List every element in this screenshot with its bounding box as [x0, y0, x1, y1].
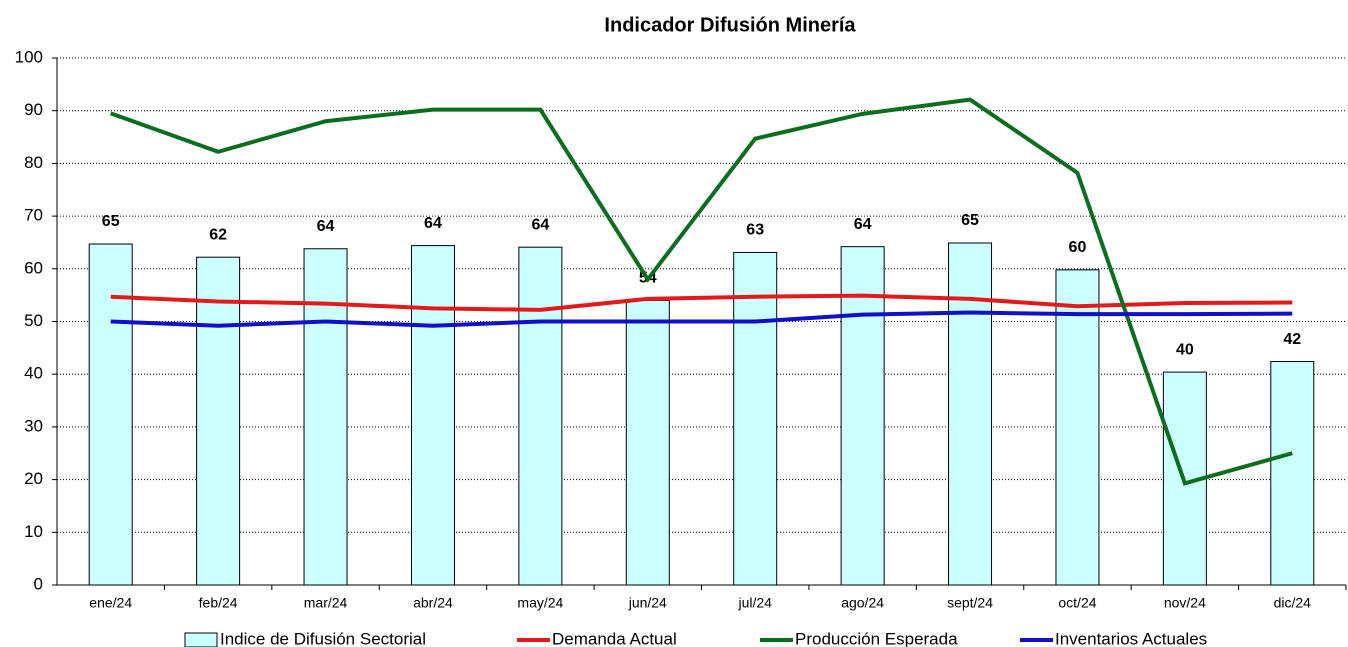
bar [88, 243, 133, 586]
bar [518, 246, 563, 586]
y-tick-label: 50 [24, 311, 43, 330]
value-label: 40 [1176, 341, 1194, 358]
bar [625, 299, 670, 586]
x-tick-label: dic/24 [1274, 595, 1312, 611]
bar [948, 242, 993, 586]
legend-label: Indice de Difusión Sectorial [220, 629, 426, 647]
x-tick-label: mar/24 [304, 595, 348, 611]
legend-label: Demanda Actual [552, 629, 677, 647]
y-tick-label: 80 [24, 153, 43, 172]
y-tick-label: 0 [34, 574, 43, 593]
value-label: 65 [961, 212, 979, 229]
value-label: 64 [424, 215, 442, 232]
value-label: 64 [531, 216, 549, 233]
bar [733, 251, 778, 586]
x-tick-label: nov/24 [1164, 595, 1206, 611]
legend-label: Producción Esperada [795, 629, 958, 647]
bar [840, 246, 885, 586]
value-label: 64 [317, 218, 335, 235]
legend-label: Inventarios Actuales [1055, 629, 1207, 647]
value-label: 64 [854, 216, 872, 233]
y-tick-label: 70 [24, 206, 43, 225]
bar [410, 245, 455, 586]
value-label: 65 [102, 213, 120, 230]
line [110, 310, 1293, 328]
y-tick-label: 10 [24, 522, 43, 541]
value-label: 60 [1069, 239, 1087, 256]
value-label: 42 [1283, 331, 1301, 348]
x-tick-label: ago/24 [841, 595, 884, 611]
y-tick-label: 30 [24, 416, 43, 435]
x-tick-label: oct/24 [1058, 595, 1096, 611]
x-tick-label: jun/24 [628, 595, 667, 611]
x-tick-label: jul/24 [737, 595, 772, 611]
y-tick-label: 40 [24, 364, 43, 383]
chart-title: Indicador Difusión Minería [604, 14, 856, 36]
value-label: 63 [746, 222, 764, 239]
x-tick-label: may/24 [517, 595, 563, 611]
y-tick-label: 90 [24, 100, 43, 119]
x-tick-label: abr/24 [413, 595, 453, 611]
legend-swatch [184, 632, 218, 647]
bar [303, 248, 348, 586]
y-tick-label: 100 [15, 47, 43, 66]
x-tick-label: ene/24 [89, 595, 132, 611]
value-label: 62 [209, 226, 227, 243]
bar [1270, 361, 1315, 586]
line [110, 293, 1293, 312]
y-tick-label: 20 [24, 469, 43, 488]
x-tick-label: feb/24 [199, 595, 238, 611]
bar [1055, 269, 1100, 586]
x-tick-label: sept/24 [947, 595, 993, 611]
line [110, 97, 1293, 486]
y-tick-label: 60 [24, 258, 43, 277]
bar [196, 256, 241, 586]
